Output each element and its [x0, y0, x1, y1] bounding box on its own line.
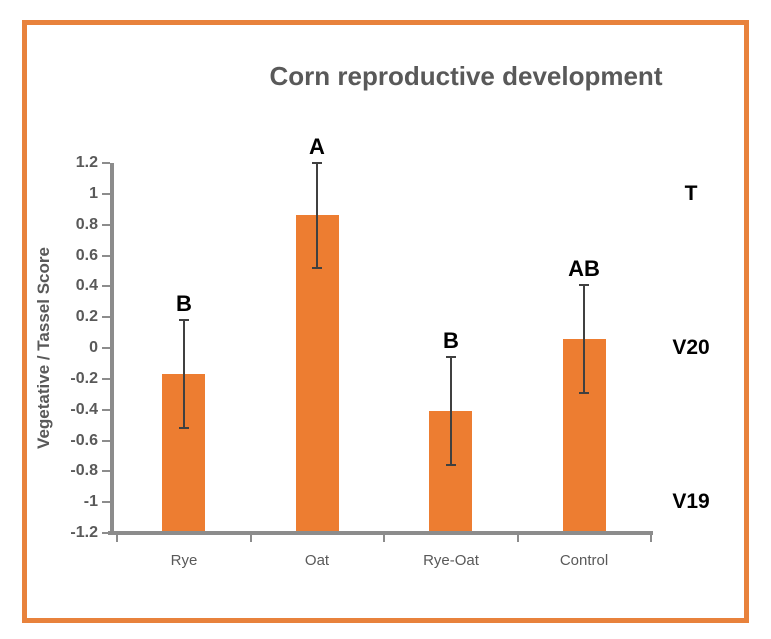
y-tick-mark — [102, 501, 110, 503]
error-bar-rye-oat — [450, 357, 452, 465]
error-bar-oat — [316, 163, 318, 268]
error-bar-control — [583, 285, 585, 393]
y-tick-label: -0.4 — [70, 401, 98, 418]
stage-label-t: T — [684, 182, 698, 205]
y-axis-line — [110, 163, 114, 535]
y-tick-mark — [102, 409, 110, 411]
y-tick-label: 0 — [89, 339, 98, 356]
significance-letter-oat: A — [309, 134, 325, 159]
x-tick-label-control: Control — [559, 552, 609, 569]
error-bar-cap-top-rye-oat — [446, 356, 456, 358]
error-bar-cap-top-rye — [179, 319, 189, 321]
x-axis-tick-mark — [650, 535, 652, 542]
y-tick-mark — [102, 162, 110, 164]
x-axis-line — [108, 531, 653, 535]
chart-title: Corn reproductive development — [269, 61, 663, 91]
y-tick-mark — [102, 378, 110, 380]
stage-label-v20: V20 — [672, 336, 710, 359]
y-tick-label: -0.2 — [70, 370, 98, 387]
y-tick-mark — [102, 347, 110, 349]
stage-label-v19: V19 — [672, 490, 710, 513]
y-tick-label: 0.6 — [75, 247, 98, 264]
y-tick-mark — [102, 316, 110, 318]
y-tick-label: 0.2 — [75, 308, 98, 325]
error-bar-cap-bottom-oat — [312, 267, 322, 269]
x-axis-tick-mark — [116, 535, 118, 542]
error-bar-cap-bottom-control — [579, 392, 589, 394]
error-bar-cap-top-control — [579, 284, 589, 286]
error-bar-cap-bottom-rye-oat — [446, 464, 456, 466]
y-tick-mark — [102, 255, 110, 257]
y-tick-label: 0.8 — [75, 216, 98, 233]
y-tick-label: 0.4 — [75, 277, 98, 294]
y-tick-mark — [102, 440, 110, 442]
error-bar-rye — [183, 320, 185, 428]
significance-letter-rye: B — [176, 291, 192, 316]
y-tick-label: -0.6 — [70, 432, 98, 449]
y-tick-mark — [102, 532, 110, 534]
y-tick-mark — [102, 224, 110, 226]
significance-letter-control: AB — [568, 256, 600, 281]
x-tick-label-rye: Rye — [170, 552, 198, 569]
chart-border-frame — [22, 20, 749, 623]
y-tick-label: -1 — [83, 493, 98, 510]
x-axis-tick-mark — [517, 535, 519, 542]
x-tick-label-oat: Oat — [304, 552, 330, 569]
significance-letter-rye-oat: B — [443, 328, 459, 353]
y-tick-label: 1 — [89, 185, 98, 202]
x-axis-tick-mark — [250, 535, 252, 542]
y-tick-label: 1.2 — [75, 154, 98, 171]
y-tick-mark — [102, 285, 110, 287]
y-tick-mark — [102, 470, 110, 472]
error-bar-cap-top-oat — [312, 162, 322, 164]
x-tick-label-rye-oat: Rye-Oat — [423, 552, 479, 569]
x-axis-tick-mark — [383, 535, 385, 542]
y-tick-label: -0.8 — [70, 462, 98, 479]
error-bar-cap-bottom-rye — [179, 427, 189, 429]
y-tick-label: -1.2 — [70, 524, 98, 541]
y-tick-mark — [102, 193, 110, 195]
